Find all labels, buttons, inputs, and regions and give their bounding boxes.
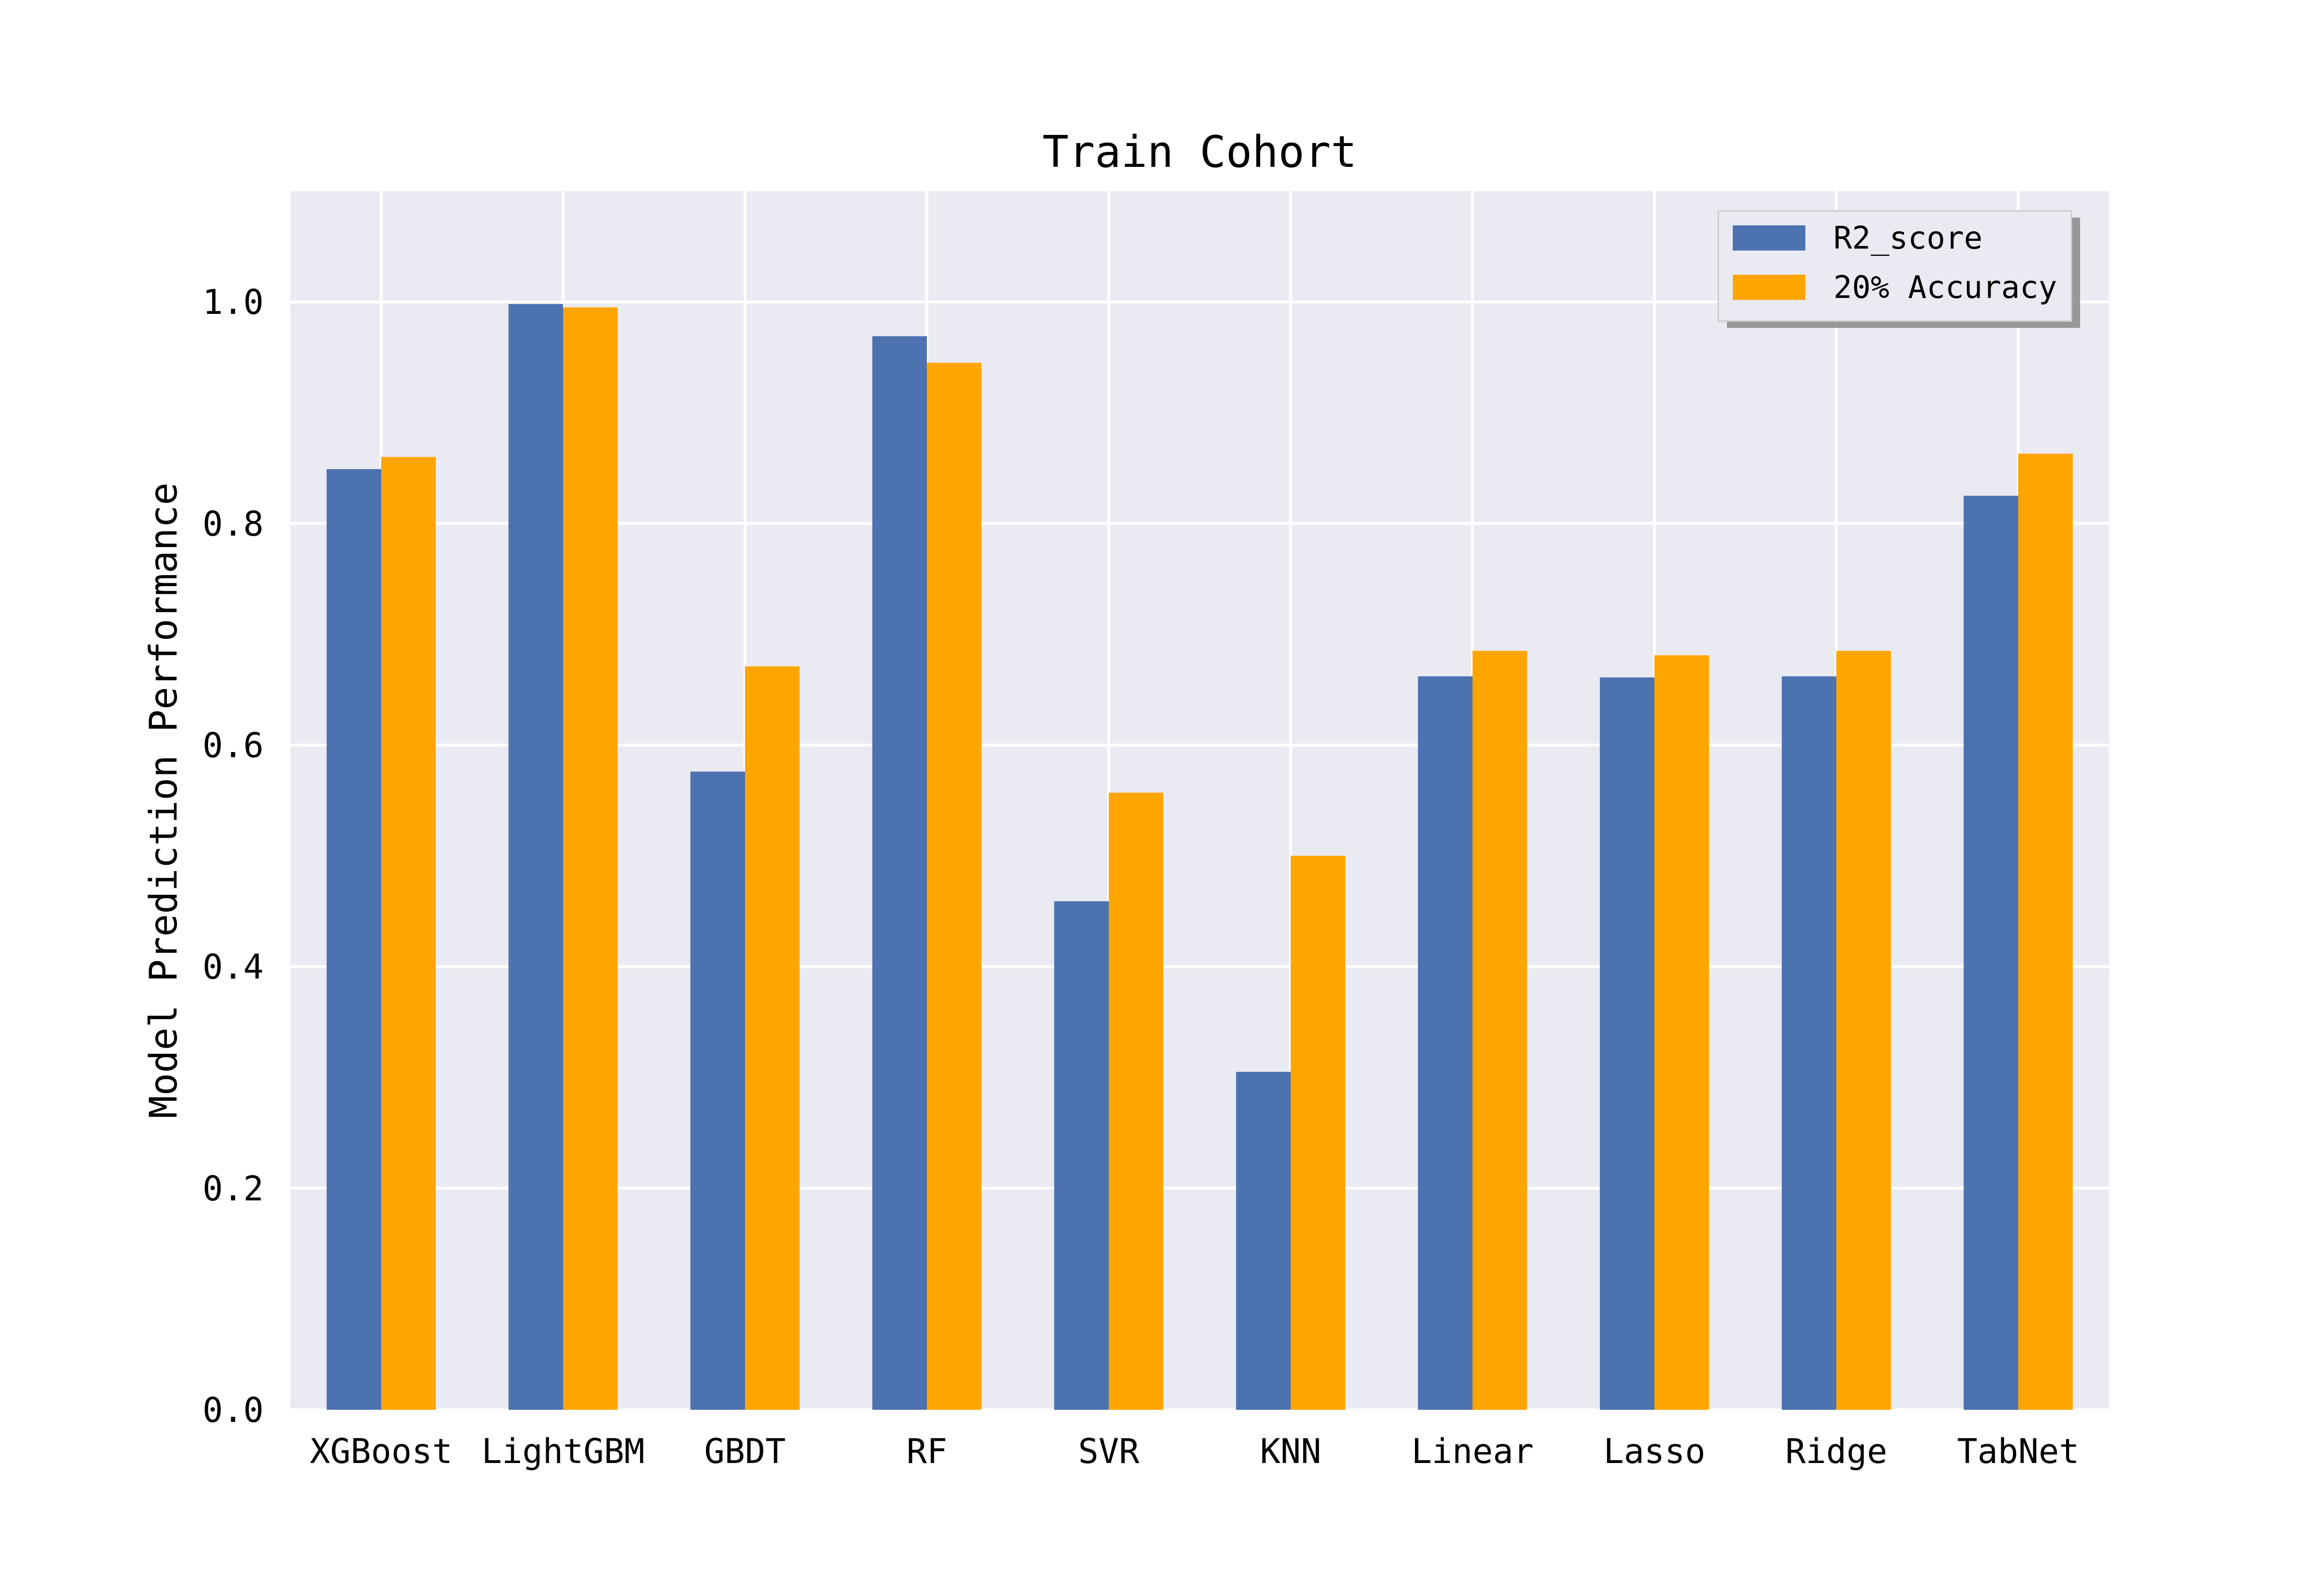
- bar-r2-score-gbdt: [690, 771, 745, 1410]
- bar-r2-score-rf: [872, 336, 927, 1410]
- bar-r2-score-svr: [1054, 901, 1109, 1410]
- bar-20-accuracy-xgboost: [381, 457, 436, 1410]
- y-axis-ticks: 0.0 0.2 0.4 0.6 0.8 1.0: [203, 282, 264, 1430]
- legend-label-20-accuracy: 20% Accuracy: [1833, 270, 2057, 306]
- legend-swatch-20-accuracy: [1733, 275, 1805, 300]
- bar-r2-score-lasso: [1600, 677, 1654, 1410]
- x-tick-label: SVR: [1078, 1432, 1140, 1471]
- bar-20-accuracy-gbdt: [745, 666, 800, 1410]
- y-tick-label: 0.6: [203, 725, 264, 765]
- x-tick-label: Ridge: [1786, 1432, 1888, 1471]
- y-axis-label: Model Prediction Performance: [142, 483, 186, 1119]
- y-tick-label: 0.0: [203, 1390, 264, 1430]
- legend-swatch-r2-score: [1733, 225, 1805, 251]
- legend-label-r2-score: R2_score: [1833, 221, 1982, 256]
- bar-r2-score-tabnet: [1964, 496, 2018, 1410]
- bar-r2-score-knn: [1236, 1072, 1291, 1410]
- bar-20-accuracy-ridge: [1836, 650, 1891, 1410]
- x-tick-label: XGBoost: [310, 1432, 452, 1471]
- bar-20-accuracy-knn: [1291, 856, 1345, 1410]
- bars: [327, 304, 2073, 1410]
- chart-title: Train Cohort: [1042, 127, 1357, 177]
- x-tick-label: KNN: [1260, 1432, 1321, 1471]
- x-tick-label: Linear: [1412, 1432, 1534, 1471]
- bar-20-accuracy-lightgbm: [563, 307, 618, 1410]
- bar-r2-score-linear: [1418, 676, 1473, 1410]
- bar-r2-score-ridge: [1782, 676, 1836, 1410]
- y-tick-label: 1.0: [203, 282, 264, 322]
- bar-20-accuracy-rf: [927, 363, 982, 1410]
- y-tick-label: 0.4: [203, 947, 264, 987]
- bar-r2-score-lightgbm: [508, 304, 563, 1410]
- y-tick-label: 0.8: [203, 504, 264, 544]
- bar-20-accuracy-svr: [1109, 792, 1163, 1410]
- legend: R2_score 20% Accuracy: [1717, 210, 2080, 328]
- x-tick-label: GBDT: [704, 1432, 786, 1471]
- bar-20-accuracy-linear: [1473, 650, 1527, 1410]
- x-tick-label: Lasso: [1604, 1432, 1706, 1471]
- x-tick-label: LightGBM: [481, 1432, 644, 1471]
- x-tick-label: RF: [907, 1432, 947, 1471]
- x-tick-label: TabNet: [1957, 1432, 2080, 1471]
- x-axis-ticks: XGBoost LightGBM GBDT RF SVR KNN Linear Lasso Ri…: [310, 1432, 2079, 1471]
- y-tick-label: 0.2: [203, 1169, 264, 1209]
- bar-20-accuracy-lasso: [1654, 655, 1709, 1410]
- bar-r2-score-xgboost: [327, 469, 381, 1410]
- bar-20-accuracy-tabnet: [2018, 453, 2073, 1410]
